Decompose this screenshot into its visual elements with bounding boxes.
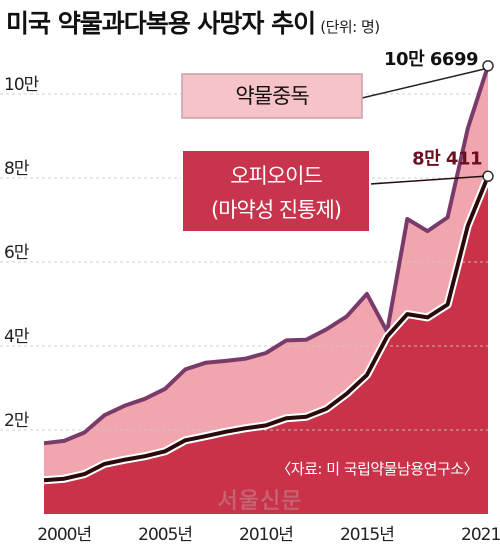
watermark-logo: 서울신문 xyxy=(218,489,303,514)
legend-label-opioid-sub: (마약성 진통제) xyxy=(211,198,341,222)
x-tick-label: 2010년 xyxy=(239,525,293,545)
chart-title-text: 미국 약물과다복용 사망자 추이 xyxy=(6,9,316,38)
x-tick-label: 2021년 xyxy=(461,525,500,545)
source-note: 〈자료: 미 국립약물남용연구소〉 xyxy=(276,460,478,478)
callout-leader-opioid xyxy=(369,175,485,185)
line-series-opioid xyxy=(43,175,490,483)
legend-box-opioid xyxy=(181,149,371,233)
legend-label-total: 약물중독 xyxy=(235,84,309,108)
y-tick-label: 2만 xyxy=(4,411,30,431)
y-tick-label: 10만 xyxy=(4,75,40,95)
legend-label-opioid: 오피오이드 xyxy=(230,164,322,188)
chart-unit: (단위: 명) xyxy=(320,18,380,36)
data-point-opioid-end xyxy=(482,170,494,183)
x-tick-label: 2005년 xyxy=(138,525,192,545)
legend-box-total xyxy=(181,73,363,119)
callout-leader-total xyxy=(361,68,486,99)
line-series-total xyxy=(43,65,490,446)
chart-title: 미국 약물과다복용 사망자 추이 (단위: 명) xyxy=(6,4,380,40)
x-tick-label: 2000년 xyxy=(37,525,91,545)
y-tick-label: 4만 xyxy=(4,327,30,347)
y-tick-label: 6만 xyxy=(4,243,30,263)
y-tick-label: 8만 xyxy=(4,159,30,179)
area-series-opioid xyxy=(44,176,488,515)
x-tick-label: 2015년 xyxy=(340,525,394,545)
data-label-opioid: 8만 411 xyxy=(412,148,482,169)
data-label-total: 10만 6699 xyxy=(384,49,478,70)
data-point-total-end xyxy=(482,60,494,72)
